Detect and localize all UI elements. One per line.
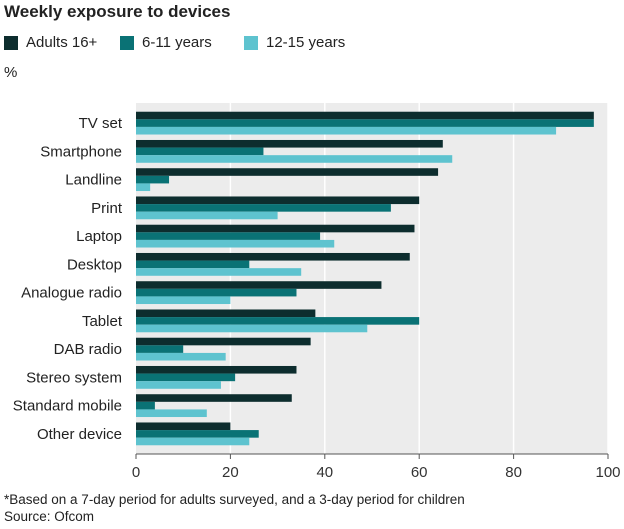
category-label: Other device bbox=[37, 426, 122, 443]
bar bbox=[136, 317, 420, 325]
legend-label-adults: Adults 16+ bbox=[26, 34, 98, 51]
bar bbox=[136, 175, 170, 184]
bar bbox=[136, 196, 420, 205]
unit-label: % bbox=[4, 64, 18, 81]
bar bbox=[136, 183, 151, 192]
bar bbox=[136, 147, 264, 156]
category-label: Tablet bbox=[82, 313, 123, 330]
bar bbox=[136, 260, 250, 269]
bar bbox=[136, 401, 155, 410]
bar bbox=[136, 345, 184, 353]
source: Source: Ofcom bbox=[4, 509, 95, 524]
bar bbox=[136, 211, 278, 220]
bar bbox=[136, 252, 410, 261]
bar bbox=[136, 437, 250, 446]
footnote: *Based on a 7-day period for adults surv… bbox=[4, 492, 465, 507]
bar bbox=[136, 394, 292, 402]
bar bbox=[136, 204, 391, 212]
category-label: Stereo system bbox=[26, 369, 122, 386]
legend-item-6-11: 6-11 years bbox=[120, 34, 212, 51]
category-label: Standard mobile bbox=[13, 398, 122, 415]
bar bbox=[136, 268, 302, 276]
bar bbox=[136, 126, 557, 135]
x-tick-label: 20 bbox=[222, 464, 239, 481]
category-label: Smartphone bbox=[40, 143, 122, 160]
legend-swatch-6-11 bbox=[120, 35, 134, 50]
bar bbox=[136, 309, 316, 318]
bar bbox=[136, 111, 594, 120]
bar bbox=[136, 324, 368, 333]
legend-item-adults: Adults 16+ bbox=[4, 34, 97, 51]
legend-item-12-15: 12-15 years bbox=[244, 34, 345, 51]
bar bbox=[136, 422, 231, 431]
bar bbox=[136, 155, 453, 163]
bar bbox=[136, 139, 443, 148]
x-tick-label: 0 bbox=[132, 464, 140, 481]
x-tick-label: 40 bbox=[316, 464, 333, 481]
bar bbox=[136, 281, 382, 289]
bar bbox=[136, 224, 415, 233]
bar bbox=[136, 430, 259, 438]
category-label: Laptop bbox=[76, 228, 122, 245]
category-label: Analogue radio bbox=[21, 285, 122, 302]
legend-label-12-15: 12-15 years bbox=[266, 34, 346, 51]
bar bbox=[136, 168, 439, 176]
legend-swatch-adults bbox=[4, 35, 18, 50]
bar bbox=[136, 119, 594, 127]
category-label: DAB radio bbox=[54, 341, 122, 358]
bar bbox=[136, 232, 321, 240]
category-label: TV set bbox=[79, 115, 123, 132]
chart-title: Weekly exposure to devices bbox=[4, 2, 231, 21]
x-tick-label: 80 bbox=[505, 464, 522, 481]
bar bbox=[136, 365, 297, 374]
x-tick-label: 60 bbox=[411, 464, 428, 481]
x-tick-label: 100 bbox=[595, 464, 620, 481]
bar bbox=[136, 288, 297, 297]
category-label: Print bbox=[91, 200, 123, 217]
bar bbox=[136, 352, 226, 361]
category-label: Landline bbox=[65, 172, 122, 189]
bar bbox=[136, 337, 311, 346]
category-label: Desktop bbox=[67, 256, 122, 273]
bar bbox=[136, 296, 231, 305]
bar bbox=[136, 381, 221, 389]
legend-label-6-11: 6-11 years bbox=[142, 34, 212, 51]
bar bbox=[136, 239, 335, 248]
legend-swatch-12-15 bbox=[244, 35, 258, 50]
bar bbox=[136, 373, 236, 382]
bar bbox=[136, 409, 207, 418]
bar-chart: 0 20 40 60 80 100 TV set Smartphone Landline Prin… bbox=[13, 103, 621, 481]
